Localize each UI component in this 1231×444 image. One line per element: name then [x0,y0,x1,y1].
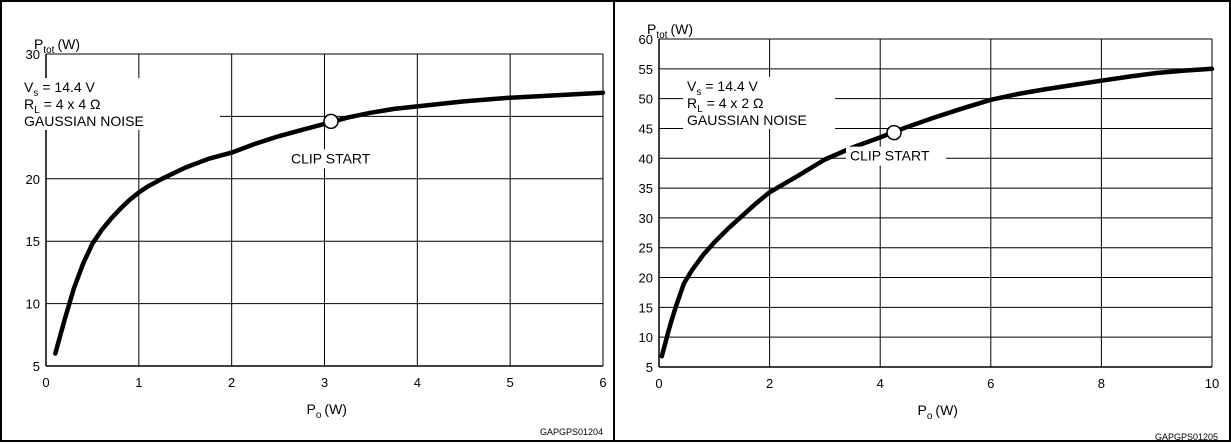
x-tick-label: 8 [1098,376,1105,391]
y-tick-label: 15 [639,300,653,315]
y-axis-label-symbol: P [34,36,43,52]
x-tick-label: 5 [507,375,514,390]
x-axis-label: Po (W) [918,402,958,422]
y-tick-label: 55 [639,62,653,77]
condition-rl-symbol: R [687,95,697,111]
y-tick-label: 40 [639,151,653,166]
conditions-background [683,77,835,129]
conditions-background [22,78,220,130]
x-tick-label: 6 [599,375,606,390]
y-axis-label-subscript: tot [656,30,667,41]
condition-vs: Vs = 14.4 V [687,78,759,98]
figure-code: GAPGPS01205 [1155,432,1218,442]
x-tick-label: 10 [1205,376,1219,391]
condition-rl-symbol: R [24,96,34,112]
condition-rl-subscript: L [697,104,703,115]
clip-start-label: CLIP START [850,148,930,164]
x-axis-label-unit: (W) [324,401,347,417]
y-tick-label: 60 [639,32,653,47]
y-tick-label: 10 [26,297,40,312]
condition-noise: GAUSSIAN NOISE [687,112,807,128]
y-axis-label-unit: (W) [57,36,80,52]
y-tick-label: 45 [639,121,653,136]
condition-rl: RL = 4 x 2 Ω [687,95,763,115]
clip-start-marker [886,124,902,141]
x-tick-label: 4 [414,375,421,390]
y-tick-label: 50 [639,92,653,107]
x-tick-label: 0 [42,375,49,390]
y-tick-label: 5 [33,359,40,374]
x-axis-label-symbol: P [307,401,316,417]
y-tick-label: 10 [639,330,653,345]
condition-vs-subscript: s [696,87,701,98]
y-axis-label: Ptot (W) [647,21,693,41]
x-axis-label-subscript: o [927,411,933,422]
condition-vs-symbol: V [24,79,34,95]
condition-rl: RL = 4 x 4 Ω [24,96,100,116]
x-tick-label: 2 [228,375,235,390]
y-tick-label: 30 [26,47,40,62]
x-tick-label: 2 [766,376,773,391]
x-tick-label: 0 [655,376,662,391]
condition-vs-value: = 14.4 V [42,79,95,95]
condition-vs-symbol: V [687,78,697,94]
condition-rl-subscript: L [34,105,40,116]
x-tick-label: 4 [877,376,884,391]
condition-vs-subscript: s [33,88,38,99]
chart-left: 510152025300123456Ptot(W)Po(W)Vs= 14.4 V… [22,36,607,437]
y-tick-label: 20 [639,271,653,286]
clip-label-background [286,149,387,169]
condition-rl-value: = 4 x 4 Ω [44,96,101,112]
y-axis-label-symbol: P [647,21,656,37]
chart-panel-left: 510152025300123456Ptot(W)Po(W)Vs= 14.4 V… [0,0,615,442]
y-tick-label: 20 [26,172,40,187]
x-axis-label-unit: (W) [935,402,958,418]
chart-panel-right: 5 10 15 20 25 30 35 40 45 50 55 60 0 2 4 6 8 10 Ptot (W) Po(… [613,0,1231,442]
y-tick-label: 35 [639,181,653,196]
y-tick-label: 5 [646,360,653,375]
y-tick-label: 25 [639,241,653,256]
y-tick-label: 30 [639,211,653,226]
x-tick-label: 3 [321,375,328,390]
y-axis-label-unit: (W) [670,21,693,37]
condition-rl-value: = 4 x 2 Ω [707,95,764,111]
condition-noise: GAUSSIAN NOISE [24,113,144,129]
x-axis-label-symbol: P [918,402,927,418]
x-tick-label: 1 [135,375,142,390]
y-axis-label-subscript: tot [43,45,54,56]
y-axis-label: Ptot (W) [34,36,80,56]
clip-start-label: CLIP START [291,150,371,166]
y-tick-label: 15 [26,234,40,249]
x-tick-label: 6 [987,376,994,391]
condition-vs-value: = 14.4 V [705,78,758,94]
condition-vs: Vs = 14.4 V [24,79,96,99]
series-line [53,90,606,356]
figure-code: GAPGPS01204 [540,427,603,437]
x-axis-label-subscript: o [316,410,322,421]
clip-start-marker [323,113,339,130]
clip-label-background [846,146,947,166]
x-axis-label: Po (W) [307,401,347,421]
